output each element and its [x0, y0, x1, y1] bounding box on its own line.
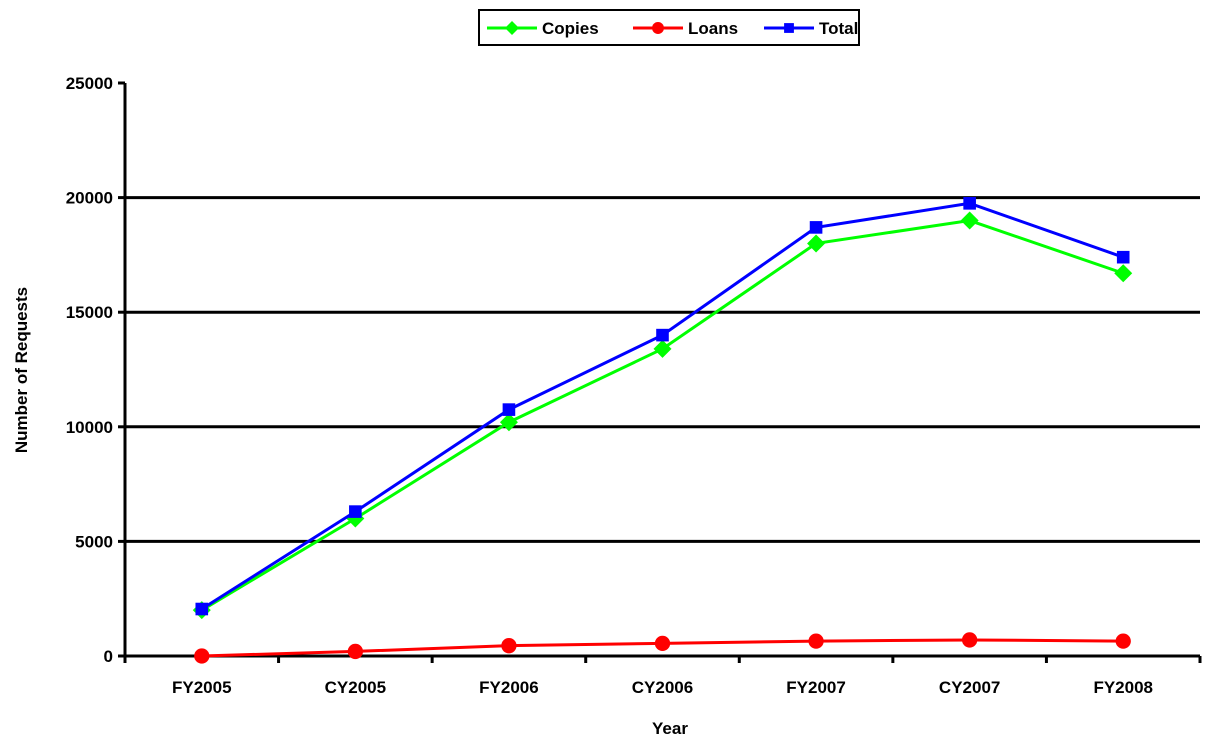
y-tick-label: 5000 — [75, 532, 113, 551]
series-line-total — [200, 201, 1124, 611]
legend-marker — [505, 21, 519, 35]
data-point-loans — [194, 648, 210, 664]
legend-label: Copies — [542, 19, 599, 38]
series-copies — [192, 211, 1133, 620]
series-group — [192, 197, 1133, 664]
x-tick-label: CY2007 — [939, 678, 1000, 697]
legend: Copies Loans Total — [478, 9, 860, 46]
y-tick-label: 20000 — [66, 189, 113, 208]
series-total — [195, 197, 1130, 616]
axes — [118, 81, 1202, 663]
data-point-total — [1116, 250, 1130, 264]
x-tick-labels: FY2005 CY2005 FY2006 CY2006 FY2007 CY2007 FY20… — [172, 678, 1153, 697]
series-loans — [194, 632, 1131, 664]
data-point-loans — [961, 632, 978, 648]
data-point-total — [349, 505, 362, 518]
y-axis-label: Number of Requests — [12, 287, 31, 453]
x-tick-label: FY2006 — [479, 678, 539, 697]
data-point-copies — [807, 234, 826, 253]
data-point-copies — [499, 413, 518, 432]
x-tick-label: CY2005 — [325, 678, 386, 697]
y-tick-label: 10000 — [66, 418, 113, 437]
y-tick-label: 0 — [104, 647, 113, 666]
series-line-copies — [201, 218, 1124, 612]
gridlines — [125, 196, 1200, 543]
data-point-loans — [808, 633, 824, 649]
y-tick-label: 15000 — [66, 303, 113, 322]
data-point-copies — [346, 509, 365, 528]
legend-item-copies: Copies — [487, 19, 599, 38]
x-tick-label: FY2007 — [786, 678, 846, 697]
legend-label: Loans — [688, 19, 738, 38]
data-point-loans — [501, 638, 517, 654]
y-tick-label: 25000 — [66, 74, 113, 93]
legend-item-loans: Loans — [633, 19, 738, 38]
y-tick-labels: 0 5000 10000 15000 20000 25000 — [66, 74, 113, 666]
data-point-copies — [1114, 264, 1133, 283]
legend-item-total: Total — [764, 19, 858, 38]
x-tick-label: FY2008 — [1093, 678, 1153, 697]
data-point-loans — [347, 643, 364, 660]
data-point-total — [195, 602, 209, 616]
data-point-total — [656, 328, 669, 342]
data-point-total — [809, 221, 823, 234]
data-point-loans — [654, 635, 671, 652]
data-point-copies — [653, 339, 672, 358]
legend-marker — [784, 23, 794, 33]
x-axis-label: Year — [652, 719, 688, 738]
data-point-total — [502, 403, 516, 416]
legend-label: Total — [819, 19, 858, 38]
data-point-total — [963, 197, 976, 210]
data-point-copies — [960, 211, 979, 230]
x-tick-label: FY2005 — [172, 678, 232, 697]
legend-marker — [652, 22, 664, 34]
data-point-loans — [1115, 633, 1131, 649]
x-tick-label: CY2006 — [632, 678, 693, 697]
